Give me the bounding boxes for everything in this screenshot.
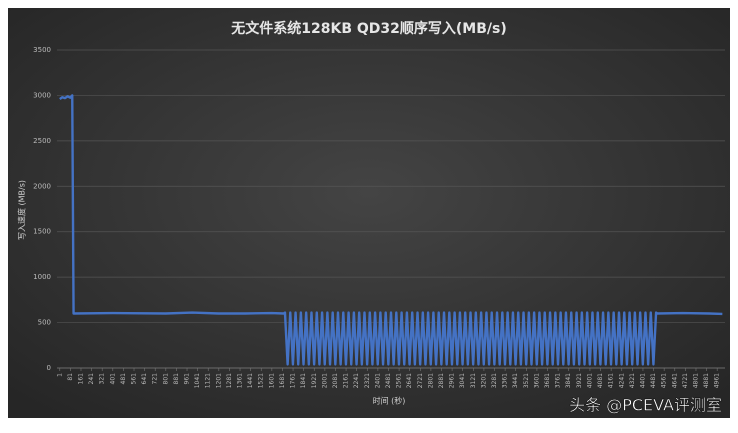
x-tick-label: 3761 [555, 373, 562, 388]
x-tick-label: 3841 [565, 373, 572, 388]
x-tick-label: 2001 [321, 373, 328, 388]
x-axis-label: 时间 (秒) [373, 396, 406, 406]
x-tick-label: 561 [131, 373, 138, 385]
x-tick-label: 4321 [629, 373, 636, 388]
y-tick-label: 1500 [33, 228, 51, 236]
y-tick-label: 3000 [33, 91, 51, 99]
x-tick-label: 4401 [639, 373, 646, 388]
x-tick-label: 4561 [661, 373, 668, 388]
chart-title: 无文件系统128KB QD32顺序写入(MB/s) [230, 20, 506, 37]
x-tick-label: 81 [67, 373, 74, 381]
x-tick-label: 4801 [692, 373, 699, 388]
x-tick-label: 2641 [406, 373, 413, 388]
x-tick-label: 1201 [215, 373, 222, 388]
x-tick-label: 4961 [714, 373, 721, 388]
x-tick-label: 721 [152, 373, 159, 385]
x-tick-label: 241 [88, 373, 95, 385]
x-tick-label: 3281 [491, 373, 498, 388]
x-tick-label: 2561 [396, 373, 403, 388]
x-tick-label: 3601 [533, 373, 540, 388]
x-tick-label: 3441 [512, 373, 519, 388]
x-tick-label: 2321 [364, 373, 371, 388]
x-tick-label: 2081 [332, 373, 339, 388]
x-tick-label: 1281 [226, 373, 233, 388]
x-tick-label: 961 [184, 373, 191, 385]
x-tick-label: 3521 [523, 373, 530, 388]
x-tick-label: 1441 [247, 373, 254, 388]
x-tick-label: 2481 [385, 373, 392, 388]
x-tick-label: 4641 [671, 373, 678, 388]
x-tick-label: 881 [173, 373, 180, 385]
y-tick-label: 500 [38, 319, 51, 327]
x-tick-label: 1761 [290, 373, 297, 388]
y-tick-label: 3500 [33, 46, 51, 54]
x-tick-label: 3041 [459, 373, 466, 388]
x-tick-label: 1041 [194, 373, 201, 388]
x-tick-label: 1841 [300, 373, 307, 388]
data-line [59, 94, 723, 366]
y-tick-label: 2000 [33, 182, 51, 190]
x-tick-label: 1 [56, 373, 63, 377]
x-tick-label: 2241 [353, 373, 360, 388]
x-tick-label: 2401 [374, 373, 381, 388]
x-tick-label: 2881 [438, 373, 445, 388]
x-tick-label: 1921 [311, 373, 318, 388]
y-tick-label: 0 [47, 364, 51, 372]
x-tick-label: 481 [120, 373, 127, 385]
x-tick-label: 1361 [237, 373, 244, 388]
x-tick-label: 161 [77, 373, 84, 385]
y-tick-label: 2500 [33, 137, 51, 145]
x-tick-label: 4001 [586, 373, 593, 388]
x-tick-label: 3201 [480, 373, 487, 388]
x-tick-label: 2801 [427, 373, 434, 388]
x-tick-label: 401 [109, 373, 116, 385]
x-tick-label: 3681 [544, 373, 551, 388]
x-tick-label: 4481 [650, 373, 657, 388]
x-tick-label: 4721 [682, 373, 689, 388]
x-tick-label: 3121 [470, 373, 477, 388]
x-tick-label: 1121 [205, 373, 212, 388]
x-tick-label: 1601 [268, 373, 275, 388]
x-tick-label: 641 [141, 373, 148, 385]
y-axis-label: 写入速度 (MB/s) [17, 180, 27, 240]
x-tick-label: 2721 [417, 373, 424, 388]
x-tick-label: 1681 [279, 373, 286, 388]
x-tick-label: 2961 [449, 373, 456, 388]
y-tick-label: 1000 [33, 273, 51, 281]
x-tick-label: 4081 [597, 373, 604, 388]
x-tick-label: 4161 [608, 373, 615, 388]
x-tick-label: 4241 [618, 373, 625, 388]
x-tick-label: 3361 [502, 373, 509, 388]
x-tick-label: 4881 [703, 373, 710, 388]
x-tick-label: 3921 [576, 373, 583, 388]
x-tick-label: 321 [99, 373, 106, 385]
x-tick-label: 2161 [343, 373, 350, 388]
x-tick-label: 1521 [258, 373, 265, 388]
x-tick-label: 801 [162, 373, 169, 385]
watermark: 头条 @PCEVA评测室 [569, 396, 722, 415]
